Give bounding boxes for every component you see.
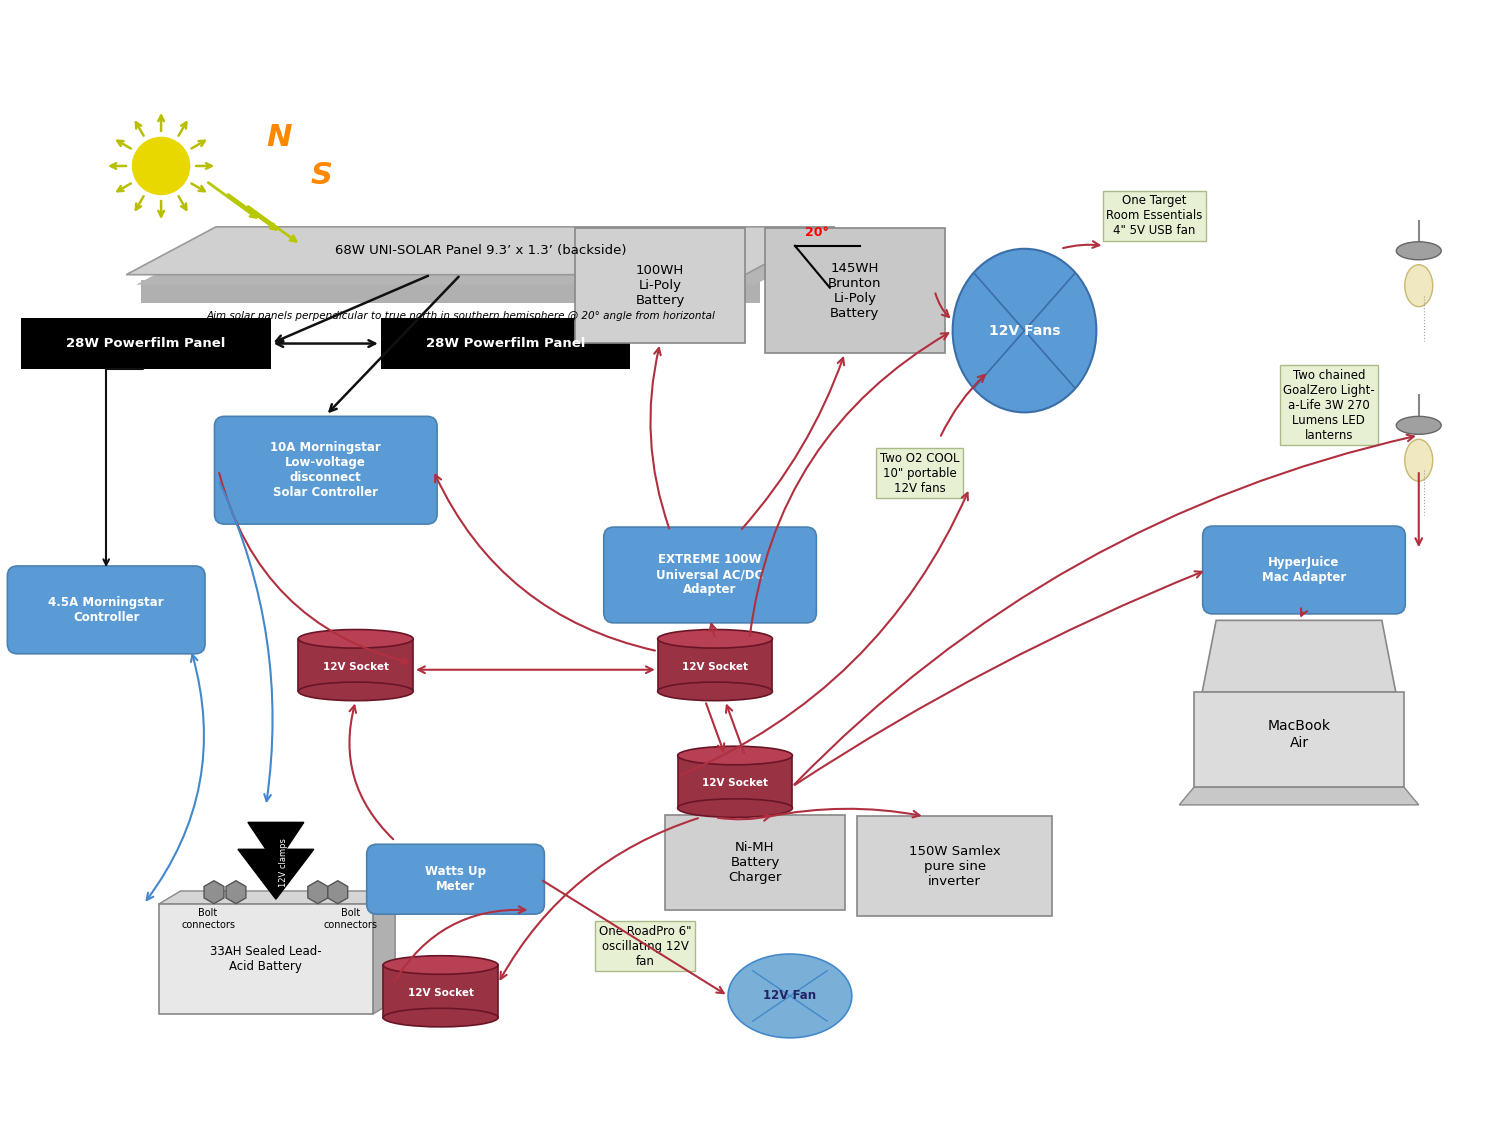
- Bar: [159, 904, 374, 1014]
- Polygon shape: [126, 227, 836, 274]
- FancyBboxPatch shape: [366, 844, 544, 915]
- Polygon shape: [136, 236, 844, 285]
- Bar: [657, 639, 772, 692]
- Polygon shape: [159, 891, 395, 904]
- Ellipse shape: [678, 746, 792, 765]
- Text: 150W Samlex
pure sine
inverter: 150W Samlex pure sine inverter: [909, 845, 1001, 888]
- Bar: [298, 639, 412, 692]
- Text: 68W UNI-SOLAR Panel 9.3’ x 1.3’ (backside): 68W UNI-SOLAR Panel 9.3’ x 1.3’ (backsid…: [334, 244, 627, 258]
- Text: 12V Fans: 12V Fans: [988, 324, 1060, 338]
- Polygon shape: [328, 881, 348, 903]
- Bar: [382, 965, 498, 1018]
- Ellipse shape: [728, 954, 852, 1038]
- Ellipse shape: [678, 799, 792, 818]
- Ellipse shape: [382, 1008, 498, 1027]
- Text: 12V clamps: 12V clamps: [279, 838, 288, 886]
- Text: S: S: [310, 161, 333, 190]
- Text: Two O2 COOL
10" portable
12V fans: Two O2 COOL 10" portable 12V fans: [880, 452, 960, 495]
- Ellipse shape: [1396, 242, 1441, 260]
- Polygon shape: [141, 280, 760, 303]
- Text: EXTREME 100W
Universal AC/DC
Adapter: EXTREME 100W Universal AC/DC Adapter: [657, 554, 764, 596]
- Text: N: N: [266, 123, 291, 152]
- Bar: [381, 317, 630, 369]
- Ellipse shape: [952, 249, 1096, 413]
- Text: 12V Socket: 12V Socket: [702, 778, 768, 789]
- Bar: [765, 228, 945, 353]
- Text: 100WH
Li-Poly
Battery: 100WH Li-Poly Battery: [636, 264, 686, 307]
- Ellipse shape: [1396, 416, 1441, 434]
- FancyBboxPatch shape: [8, 566, 206, 654]
- Text: Aim solar panels perpendicular to true north in southern hemisphere @ 20° angle : Aim solar panels perpendicular to true n…: [206, 310, 716, 321]
- Bar: [1194, 692, 1404, 788]
- Text: Ni-MH
Battery
Charger: Ni-MH Battery Charger: [729, 840, 782, 884]
- FancyBboxPatch shape: [604, 528, 816, 623]
- Text: 4.5A Morningstar
Controller: 4.5A Morningstar Controller: [48, 596, 164, 624]
- Text: 145WH
Brunton
Li-Poly
Battery: 145WH Brunton Li-Poly Battery: [828, 262, 882, 319]
- Text: MacBook
Air: MacBook Air: [1268, 720, 1330, 749]
- Text: One Target
Room Essentials
4" 5V USB fan: One Target Room Essentials 4" 5V USB fan: [1106, 195, 1203, 237]
- Ellipse shape: [298, 630, 412, 648]
- Ellipse shape: [657, 630, 772, 648]
- Text: 20°: 20°: [806, 226, 830, 238]
- Bar: [664, 814, 844, 910]
- Text: 33AH Sealed Lead-
Acid Battery: 33AH Sealed Lead- Acid Battery: [210, 945, 321, 973]
- Text: 12V Fan: 12V Fan: [764, 989, 816, 1002]
- Ellipse shape: [298, 682, 412, 701]
- Bar: [858, 817, 1052, 916]
- Polygon shape: [238, 849, 314, 899]
- Text: Two chained
GoalZero Light-
a-Life 3W 270
Lumens LED
lanterns: Two chained GoalZero Light- a-Life 3W 27…: [1282, 369, 1376, 442]
- Text: 28W Powerfilm Panel: 28W Powerfilm Panel: [66, 338, 226, 350]
- Bar: [21, 317, 272, 369]
- Polygon shape: [1202, 620, 1396, 692]
- Circle shape: [132, 137, 189, 195]
- Polygon shape: [204, 881, 224, 903]
- Text: Watts Up
Meter: Watts Up Meter: [424, 865, 486, 893]
- Text: Bolt
connectors: Bolt connectors: [182, 908, 236, 930]
- FancyBboxPatch shape: [214, 416, 436, 524]
- Ellipse shape: [382, 956, 498, 974]
- Text: Bolt
connectors: Bolt connectors: [324, 908, 378, 930]
- Polygon shape: [374, 891, 394, 1014]
- Bar: [678, 756, 792, 808]
- Polygon shape: [308, 881, 327, 903]
- Ellipse shape: [1406, 264, 1432, 307]
- Text: One RoadPro 6"
oscillating 12V
fan: One RoadPro 6" oscillating 12V fan: [598, 925, 692, 968]
- Ellipse shape: [1406, 439, 1432, 482]
- Polygon shape: [1179, 788, 1419, 804]
- Ellipse shape: [657, 682, 772, 701]
- Text: 12V Socket: 12V Socket: [322, 662, 388, 672]
- Text: 12V Socket: 12V Socket: [682, 662, 748, 672]
- Polygon shape: [226, 881, 246, 903]
- Text: HyperJuice
Mac Adapter: HyperJuice Mac Adapter: [1262, 556, 1346, 584]
- Bar: [576, 228, 746, 343]
- Polygon shape: [248, 822, 304, 864]
- FancyBboxPatch shape: [1203, 526, 1406, 614]
- Text: 10A Morningstar
Low-voltage
disconnect
Solar Controller: 10A Morningstar Low-voltage disconnect S…: [270, 441, 381, 500]
- Text: 12V Socket: 12V Socket: [408, 988, 474, 998]
- Text: 28W Powerfilm Panel: 28W Powerfilm Panel: [426, 338, 585, 350]
